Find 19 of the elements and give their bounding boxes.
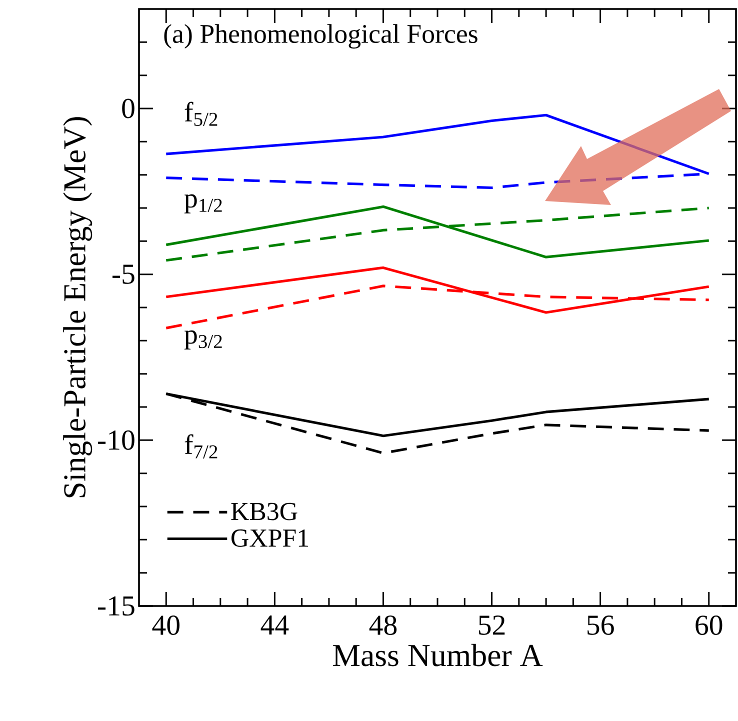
x-axis-title: Mass Number A (333, 644, 543, 666)
x-tick-label: 40 (152, 615, 180, 635)
y-tick-label: -5 (112, 264, 134, 284)
x-tick-label: 52 (479, 616, 505, 635)
y-tick-label: -15 (98, 596, 134, 616)
y-tick-label: 0 (122, 98, 134, 118)
y-tick-label: -10 (98, 430, 134, 450)
legend-label: KB3G (231, 502, 298, 520)
annotation: p$_{3/2}$ (184, 330, 222, 350)
x-tick-label: 48 (369, 615, 397, 635)
y-axis-title: Single-Particle Energy (MeV) (63, 117, 92, 498)
annotation: f$_{7/2}$ (184, 434, 218, 458)
annotation: (a) Phenomenological Forces (164, 24, 478, 49)
legend-label: GXPF1 (231, 529, 308, 547)
x-tick-label: 44 (260, 616, 289, 635)
x-tick-label: 60 (696, 615, 722, 635)
x-tick-label: 56 (588, 616, 614, 635)
annotation: f$_{5/2}$ (184, 102, 218, 126)
annotation: p$_{1/2}$ (184, 194, 222, 214)
